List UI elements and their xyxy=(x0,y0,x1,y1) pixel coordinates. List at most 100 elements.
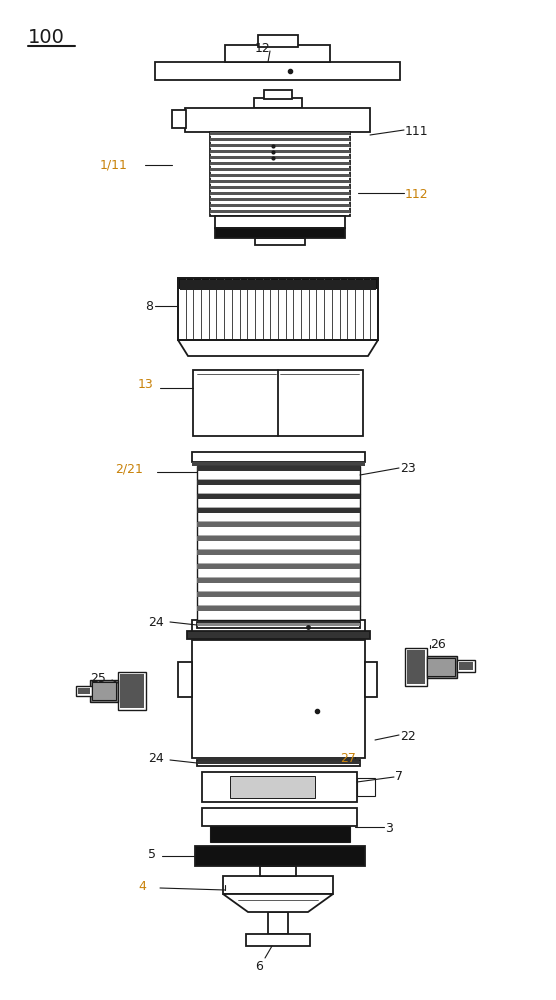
Bar xyxy=(427,658,455,676)
Bar xyxy=(457,660,475,672)
Text: 24: 24 xyxy=(148,752,164,765)
Bar xyxy=(92,682,116,700)
Bar xyxy=(197,494,360,508)
Bar xyxy=(197,480,360,494)
Bar xyxy=(210,138,350,141)
Bar xyxy=(202,808,357,826)
Bar xyxy=(197,522,360,536)
Bar xyxy=(210,826,350,842)
Text: 24: 24 xyxy=(148,616,164,629)
Bar xyxy=(197,564,360,569)
Polygon shape xyxy=(223,894,333,912)
Bar xyxy=(210,198,350,201)
Bar xyxy=(197,564,360,578)
Text: 2/21: 2/21 xyxy=(115,462,143,475)
Bar xyxy=(357,778,375,796)
Text: 8: 8 xyxy=(145,300,153,313)
Bar xyxy=(210,156,350,159)
Bar xyxy=(178,278,378,340)
Polygon shape xyxy=(178,340,378,356)
Bar xyxy=(210,150,350,153)
Bar xyxy=(197,550,360,555)
Bar xyxy=(192,620,365,634)
Bar xyxy=(197,606,360,620)
Bar xyxy=(246,934,310,946)
Bar xyxy=(260,866,296,876)
Bar xyxy=(185,108,370,132)
Bar xyxy=(407,650,425,684)
Bar xyxy=(197,508,360,513)
Bar xyxy=(230,776,315,798)
Text: 1/11: 1/11 xyxy=(100,158,128,171)
Bar xyxy=(197,592,360,606)
Bar xyxy=(197,578,360,592)
Bar xyxy=(155,62,400,80)
Bar xyxy=(197,536,360,541)
Bar xyxy=(210,204,350,207)
Text: 7: 7 xyxy=(395,770,403,783)
Bar xyxy=(197,760,360,766)
Bar xyxy=(178,662,192,697)
Bar xyxy=(197,578,360,583)
Bar xyxy=(76,686,92,696)
Bar xyxy=(210,826,350,842)
Bar xyxy=(258,35,298,47)
Bar xyxy=(427,656,457,678)
Bar xyxy=(255,238,305,245)
Bar xyxy=(197,536,360,550)
Bar xyxy=(197,761,360,764)
Text: 111: 111 xyxy=(405,125,429,138)
Bar xyxy=(197,522,360,527)
Bar xyxy=(210,186,350,189)
Bar xyxy=(192,452,365,462)
Text: 26: 26 xyxy=(430,638,446,651)
Bar xyxy=(268,912,288,934)
Bar xyxy=(210,162,350,165)
Bar xyxy=(210,180,350,183)
Bar xyxy=(215,228,345,238)
Text: 13: 13 xyxy=(138,378,154,391)
Bar xyxy=(197,550,360,564)
Text: 12: 12 xyxy=(255,42,271,55)
Bar xyxy=(195,846,365,866)
Bar xyxy=(197,494,360,499)
Bar xyxy=(197,622,360,628)
Bar xyxy=(195,846,365,866)
Bar xyxy=(405,648,427,686)
Bar xyxy=(197,480,360,485)
Bar xyxy=(210,210,350,213)
Bar xyxy=(223,876,333,894)
Bar xyxy=(264,90,292,99)
Bar xyxy=(215,216,345,228)
Bar xyxy=(215,228,345,238)
Text: 27: 27 xyxy=(340,752,356,765)
Bar xyxy=(210,168,350,171)
Bar xyxy=(202,772,357,802)
Bar xyxy=(120,674,144,708)
Bar xyxy=(172,110,186,128)
Bar xyxy=(254,98,302,108)
Bar xyxy=(90,680,118,702)
Bar xyxy=(197,592,360,597)
Bar xyxy=(192,462,365,466)
Bar xyxy=(210,174,350,177)
Bar xyxy=(210,132,350,135)
Bar xyxy=(178,278,378,289)
Bar xyxy=(197,606,360,611)
Bar xyxy=(459,662,473,670)
Bar xyxy=(225,45,330,62)
Text: 5: 5 xyxy=(148,848,156,861)
Text: 4: 4 xyxy=(138,880,146,893)
Bar xyxy=(187,631,370,639)
Bar xyxy=(197,466,360,471)
Bar xyxy=(192,640,365,758)
Bar xyxy=(210,144,350,147)
Text: 22: 22 xyxy=(400,730,416,743)
Text: 6: 6 xyxy=(255,960,263,973)
Bar xyxy=(197,466,360,480)
Bar xyxy=(178,278,378,340)
Bar xyxy=(197,508,360,522)
Text: 23: 23 xyxy=(400,462,416,475)
Text: 3: 3 xyxy=(385,822,393,835)
Bar xyxy=(197,623,360,626)
